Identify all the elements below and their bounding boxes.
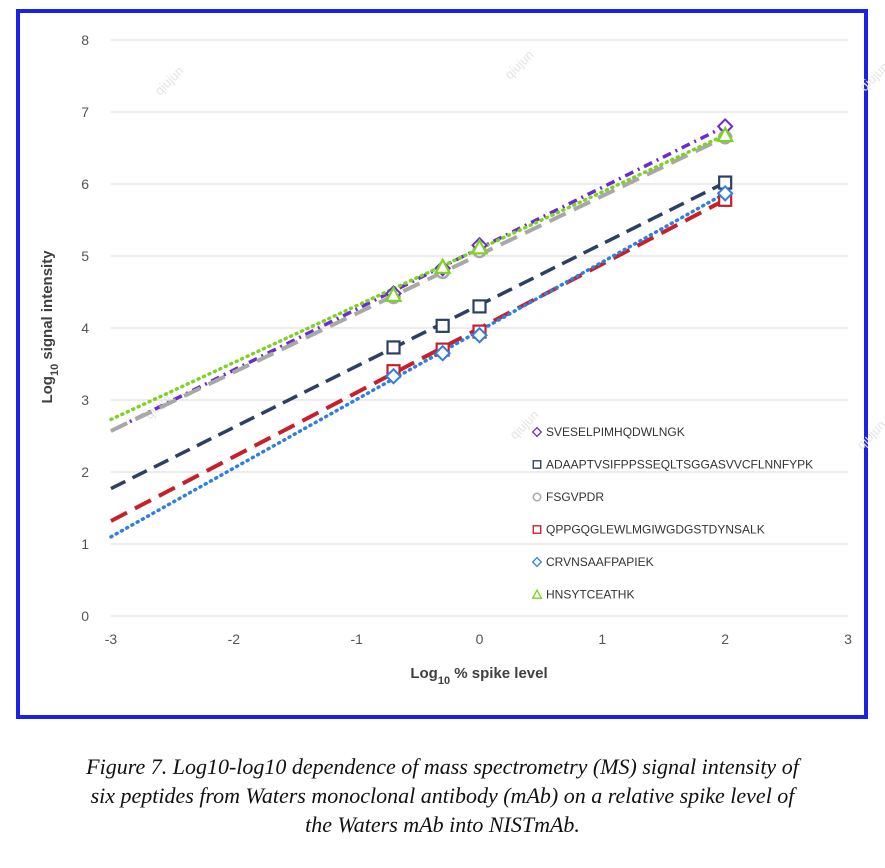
y-tick-label: 7 <box>81 104 89 120</box>
y-tick-label: 3 <box>81 392 89 408</box>
data-point-series-5 <box>471 326 488 344</box>
x-tick-label: 0 <box>476 631 484 647</box>
legend-marker-series-1 <box>531 426 543 438</box>
y-tick-label: 1 <box>81 536 89 552</box>
x-tick-label: 2 <box>721 631 729 647</box>
legend: SVESELPIMHQDWLNGK ADAAPTVSIFPPSSEQLTSGGAS… <box>531 425 813 602</box>
legend-marker-series-6 <box>531 588 543 599</box>
data-point-series-5 <box>716 184 734 202</box>
caption-line-1: Figure 7. Log10-log10 dependence of mass… <box>86 754 799 779</box>
legend-marker-series-2 <box>532 460 542 469</box>
data-point-series-6 <box>716 125 735 143</box>
caption-line-2: six peptides from Waters monoclonal anti… <box>90 783 795 808</box>
watermark-text: qiujun <box>507 407 542 442</box>
legend-label-series-6: HNSYTCEATHK <box>546 588 634 602</box>
y-tick-label: 2 <box>81 464 89 480</box>
y-tick-label: 5 <box>81 248 89 264</box>
legend-label-series-2: ADAAPTVSIFPPSSEQLTSGGASVVCFLNNFYPK <box>546 458 813 472</box>
y-tick-label: 4 <box>81 320 89 336</box>
y-tick-label: 0 <box>81 608 89 624</box>
watermark-text: qiujun <box>854 417 885 452</box>
watermark-text: qiujun <box>152 63 187 98</box>
x-tick-labels: -3 -2 -1 0 1 2 3 <box>105 631 852 647</box>
data-point-series-5 <box>434 344 452 362</box>
x-axis-label: Log10 % spike level <box>410 665 547 687</box>
watermark-text: qiujun <box>502 47 537 82</box>
x-tick-label: -3 <box>105 631 118 647</box>
caption-line-3: the Waters mAb into NISTmAb. <box>305 812 580 837</box>
data-points <box>384 117 735 385</box>
legend-label-series-4: QPPGQGLEWLMGIWGDGSTDYNSALK <box>546 523 765 537</box>
watermark-text: qiujun <box>857 59 885 94</box>
trendline-series-2 <box>110 180 726 491</box>
x-tick-label: -2 <box>228 631 241 647</box>
y-tick-label: 8 <box>81 32 89 48</box>
legend-marker-series-4 <box>532 525 542 534</box>
legend-label-series-5: CRVNSAAFPAPIEK <box>546 555 654 569</box>
y-axis-label: Log10 signal intensity <box>39 250 61 404</box>
trendlines <box>109 124 727 539</box>
trendline-series-3 <box>110 135 727 433</box>
y-tick-labels: 0 1 2 3 4 5 6 7 8 <box>81 32 89 624</box>
x-tick-label: 3 <box>844 631 852 647</box>
trendline-series-6 <box>109 133 727 422</box>
data-point-series-2 <box>435 318 450 333</box>
data-point-series-2 <box>472 299 487 314</box>
data-point-series-5 <box>385 367 402 385</box>
data-point-series-6 <box>384 285 403 302</box>
data-point-series-6 <box>433 257 452 274</box>
y-tick-label: 6 <box>81 176 89 192</box>
legend-marker-series-3 <box>532 492 542 502</box>
trendline-series-5 <box>109 191 727 539</box>
x-tick-label: -1 <box>350 631 363 647</box>
data-point-series-2 <box>386 340 401 355</box>
legend-label-series-1: SVESELPIMHQDWLNGK <box>546 425 685 439</box>
x-tick-label: 1 <box>598 631 606 647</box>
trendline-series-4 <box>110 198 727 523</box>
legend-label-series-3: FSGVPDR <box>546 490 604 504</box>
legend-marker-series-5 <box>531 556 543 568</box>
figure-caption: Figure 7. Log10-log10 dependence of mass… <box>0 752 885 839</box>
data-point-series-6 <box>470 238 489 255</box>
